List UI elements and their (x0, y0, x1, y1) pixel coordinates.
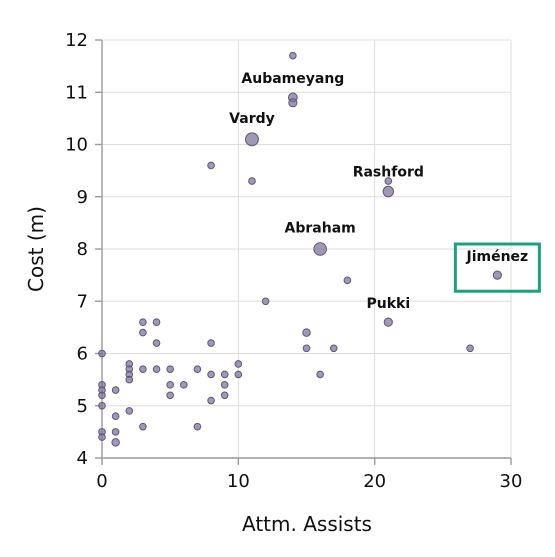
point-35 (220, 381, 229, 389)
point-18 (139, 328, 147, 337)
point-22 (152, 339, 161, 347)
point-4 (98, 391, 106, 400)
point-label-jimenez: Jiménez (466, 249, 529, 265)
point-54 (466, 344, 474, 353)
point-vardy (245, 132, 259, 147)
point-7 (98, 433, 106, 441)
point-19 (139, 365, 147, 373)
point-label-abraham: Abraham (285, 221, 356, 237)
point-36 (220, 391, 229, 400)
point-5 (98, 401, 106, 410)
point-8 (111, 386, 120, 394)
point-label-vardy: Vardy (229, 111, 275, 127)
point-9 (111, 412, 120, 421)
y-tick-label-7: 7 (77, 291, 88, 312)
x-tick-label-10: 10 (227, 471, 250, 492)
point-abraham (313, 242, 327, 256)
point-label-rashford: Rashford (353, 164, 424, 180)
point-15 (125, 375, 134, 384)
point-38 (234, 370, 243, 379)
point-32 (207, 370, 215, 379)
point-11 (111, 438, 120, 447)
y-tick-label-8: 8 (77, 239, 88, 260)
y-tick-label-9: 9 (77, 187, 88, 208)
axis-layer: 4 5 6 7 8 9 10 11 12 0 10 20 30 (65, 30, 522, 492)
highlight-box (453, 242, 541, 293)
y-tick-label-11: 11 (65, 82, 88, 103)
point-26 (166, 391, 174, 400)
point-label-pukki: Pukki (366, 296, 410, 312)
y-tick-label-10: 10 (65, 135, 88, 156)
point-27 (179, 381, 188, 389)
y-tick-label-4: 4 (77, 448, 88, 469)
point-31 (207, 339, 215, 347)
points-layer (98, 51, 502, 447)
point-44 (288, 98, 298, 108)
x-tick-label-30: 30 (500, 471, 523, 492)
point-34 (220, 370, 229, 379)
point-51 (384, 177, 393, 185)
point-50 (343, 276, 352, 285)
point-33 (207, 396, 215, 405)
point-42 (289, 51, 297, 60)
point-48 (316, 370, 324, 379)
labels-layer: Vardy Aubameyang Abraham Rashford Pukki Jimén… (229, 71, 541, 312)
y-tick-label-12: 12 (65, 30, 88, 51)
y-axis-title: Cost (m) (24, 206, 48, 292)
point-21 (152, 318, 161, 326)
point-28 (193, 365, 202, 373)
point-49 (329, 344, 338, 353)
point-46 (302, 344, 311, 353)
point-40 (248, 177, 256, 185)
x-tick-label-20: 20 (363, 471, 386, 492)
y-tick-label-6: 6 (77, 344, 88, 365)
point-1 (98, 349, 106, 358)
y-tick-label-5: 5 (77, 396, 88, 417)
point-29 (193, 422, 202, 431)
point-16 (125, 407, 134, 415)
point-label-aubameyang: Aubameyang (241, 71, 344, 87)
point-24 (166, 365, 174, 373)
x-axis-title: Attm. Assists (242, 512, 372, 536)
point-pukki (383, 317, 393, 327)
point-30 (207, 161, 215, 170)
point-23 (152, 365, 161, 373)
point-17 (139, 318, 147, 326)
point-45 (302, 328, 311, 337)
grid-layer (102, 39, 512, 459)
point-25 (166, 381, 174, 389)
point-37 (234, 360, 243, 368)
point-20 (139, 422, 147, 431)
point-jimenez (492, 270, 502, 280)
point-rashford (382, 185, 395, 198)
x-tick-label-0: 0 (96, 471, 107, 492)
point-10 (111, 428, 120, 436)
point-41 (261, 297, 270, 306)
